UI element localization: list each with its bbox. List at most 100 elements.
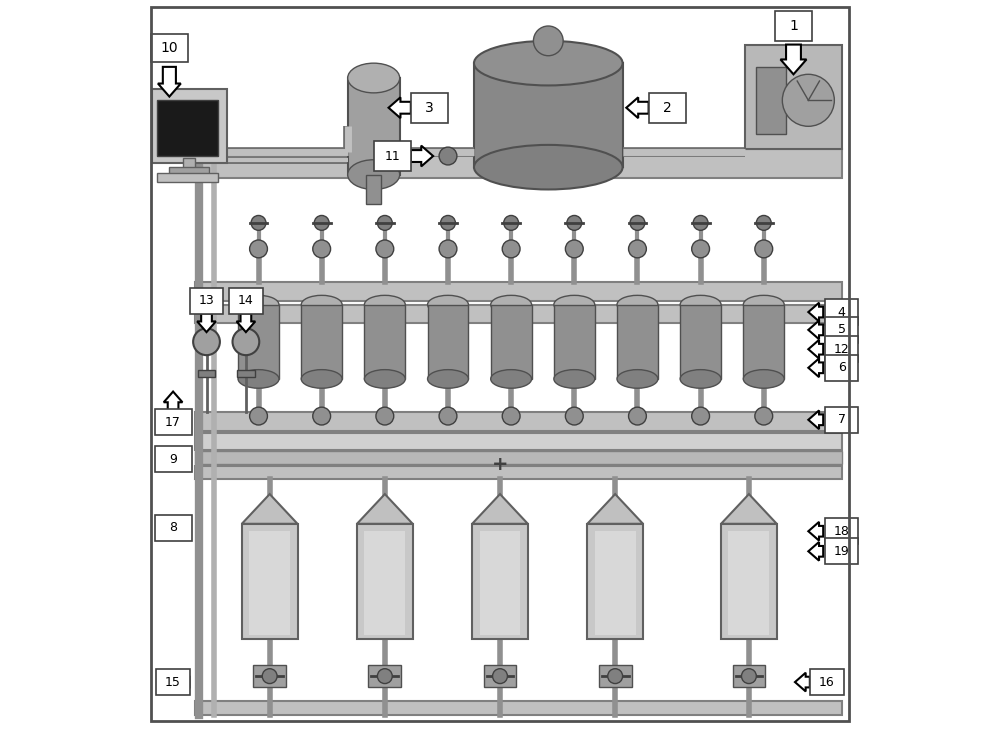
Circle shape xyxy=(630,215,645,230)
FancyBboxPatch shape xyxy=(728,531,769,635)
FancyBboxPatch shape xyxy=(183,158,195,169)
Text: 19: 19 xyxy=(834,545,850,558)
Text: 8: 8 xyxy=(169,521,177,534)
Ellipse shape xyxy=(428,369,468,388)
Circle shape xyxy=(567,215,582,230)
Circle shape xyxy=(314,215,329,230)
Ellipse shape xyxy=(491,295,532,314)
Circle shape xyxy=(608,669,623,684)
Text: 2: 2 xyxy=(663,101,672,114)
Ellipse shape xyxy=(348,63,400,93)
Circle shape xyxy=(439,240,457,258)
FancyBboxPatch shape xyxy=(195,282,842,301)
Text: 12: 12 xyxy=(834,343,850,356)
FancyBboxPatch shape xyxy=(195,433,842,450)
FancyBboxPatch shape xyxy=(364,531,405,635)
Circle shape xyxy=(756,215,771,230)
Polygon shape xyxy=(626,97,649,118)
Circle shape xyxy=(250,240,267,258)
Text: 17: 17 xyxy=(165,415,181,429)
Circle shape xyxy=(741,669,756,684)
Circle shape xyxy=(233,328,259,355)
FancyBboxPatch shape xyxy=(825,336,858,362)
Polygon shape xyxy=(357,494,413,524)
Ellipse shape xyxy=(348,160,400,189)
FancyBboxPatch shape xyxy=(368,665,401,687)
Ellipse shape xyxy=(364,369,405,388)
FancyBboxPatch shape xyxy=(195,149,842,178)
Text: 9: 9 xyxy=(169,452,177,466)
Text: 15: 15 xyxy=(165,675,181,689)
Text: 3: 3 xyxy=(425,101,434,114)
FancyBboxPatch shape xyxy=(480,531,520,635)
FancyBboxPatch shape xyxy=(474,63,623,167)
FancyBboxPatch shape xyxy=(554,305,595,379)
FancyBboxPatch shape xyxy=(721,524,777,639)
FancyBboxPatch shape xyxy=(733,665,765,687)
Polygon shape xyxy=(808,410,823,429)
Circle shape xyxy=(313,240,331,258)
Text: 13: 13 xyxy=(199,294,214,308)
Polygon shape xyxy=(411,146,433,166)
Polygon shape xyxy=(173,672,189,692)
FancyBboxPatch shape xyxy=(484,665,516,687)
Ellipse shape xyxy=(491,369,532,388)
FancyBboxPatch shape xyxy=(157,100,218,156)
Polygon shape xyxy=(389,97,411,118)
FancyBboxPatch shape xyxy=(825,538,858,565)
Circle shape xyxy=(439,147,457,165)
Polygon shape xyxy=(172,450,190,469)
FancyBboxPatch shape xyxy=(756,67,786,134)
FancyBboxPatch shape xyxy=(366,175,381,204)
FancyBboxPatch shape xyxy=(374,141,411,171)
FancyBboxPatch shape xyxy=(825,407,858,432)
FancyBboxPatch shape xyxy=(190,288,223,314)
FancyBboxPatch shape xyxy=(825,299,858,325)
Text: 4: 4 xyxy=(838,305,846,319)
Text: 16: 16 xyxy=(819,675,835,689)
Polygon shape xyxy=(242,494,298,524)
Ellipse shape xyxy=(364,295,405,314)
Polygon shape xyxy=(795,672,810,692)
FancyBboxPatch shape xyxy=(825,519,858,544)
FancyBboxPatch shape xyxy=(680,305,721,379)
Ellipse shape xyxy=(743,369,784,388)
Circle shape xyxy=(439,407,457,425)
FancyBboxPatch shape xyxy=(743,305,784,379)
Circle shape xyxy=(755,407,773,425)
Text: 14: 14 xyxy=(238,294,254,308)
Circle shape xyxy=(565,240,583,258)
Circle shape xyxy=(565,407,583,425)
FancyBboxPatch shape xyxy=(229,288,263,314)
FancyBboxPatch shape xyxy=(155,409,192,435)
Text: 6: 6 xyxy=(838,361,846,374)
FancyBboxPatch shape xyxy=(237,370,255,377)
Circle shape xyxy=(262,669,277,684)
Ellipse shape xyxy=(617,369,658,388)
FancyBboxPatch shape xyxy=(428,305,468,379)
Polygon shape xyxy=(472,494,528,524)
Polygon shape xyxy=(780,45,806,74)
Circle shape xyxy=(629,240,646,258)
Polygon shape xyxy=(174,518,190,537)
Ellipse shape xyxy=(238,369,279,388)
Text: 18: 18 xyxy=(834,525,850,538)
Ellipse shape xyxy=(743,295,784,314)
FancyBboxPatch shape xyxy=(195,451,842,464)
Polygon shape xyxy=(721,494,777,524)
FancyBboxPatch shape xyxy=(195,466,842,479)
Circle shape xyxy=(377,215,392,230)
Ellipse shape xyxy=(617,295,658,314)
Circle shape xyxy=(377,669,392,684)
Circle shape xyxy=(502,240,520,258)
Ellipse shape xyxy=(238,295,279,314)
FancyBboxPatch shape xyxy=(775,11,812,41)
Text: +: + xyxy=(492,455,508,474)
FancyBboxPatch shape xyxy=(152,89,227,163)
Circle shape xyxy=(629,407,646,425)
Text: 7: 7 xyxy=(838,413,846,426)
Polygon shape xyxy=(164,392,182,410)
FancyBboxPatch shape xyxy=(253,665,286,687)
FancyBboxPatch shape xyxy=(364,305,405,379)
FancyBboxPatch shape xyxy=(745,45,842,149)
